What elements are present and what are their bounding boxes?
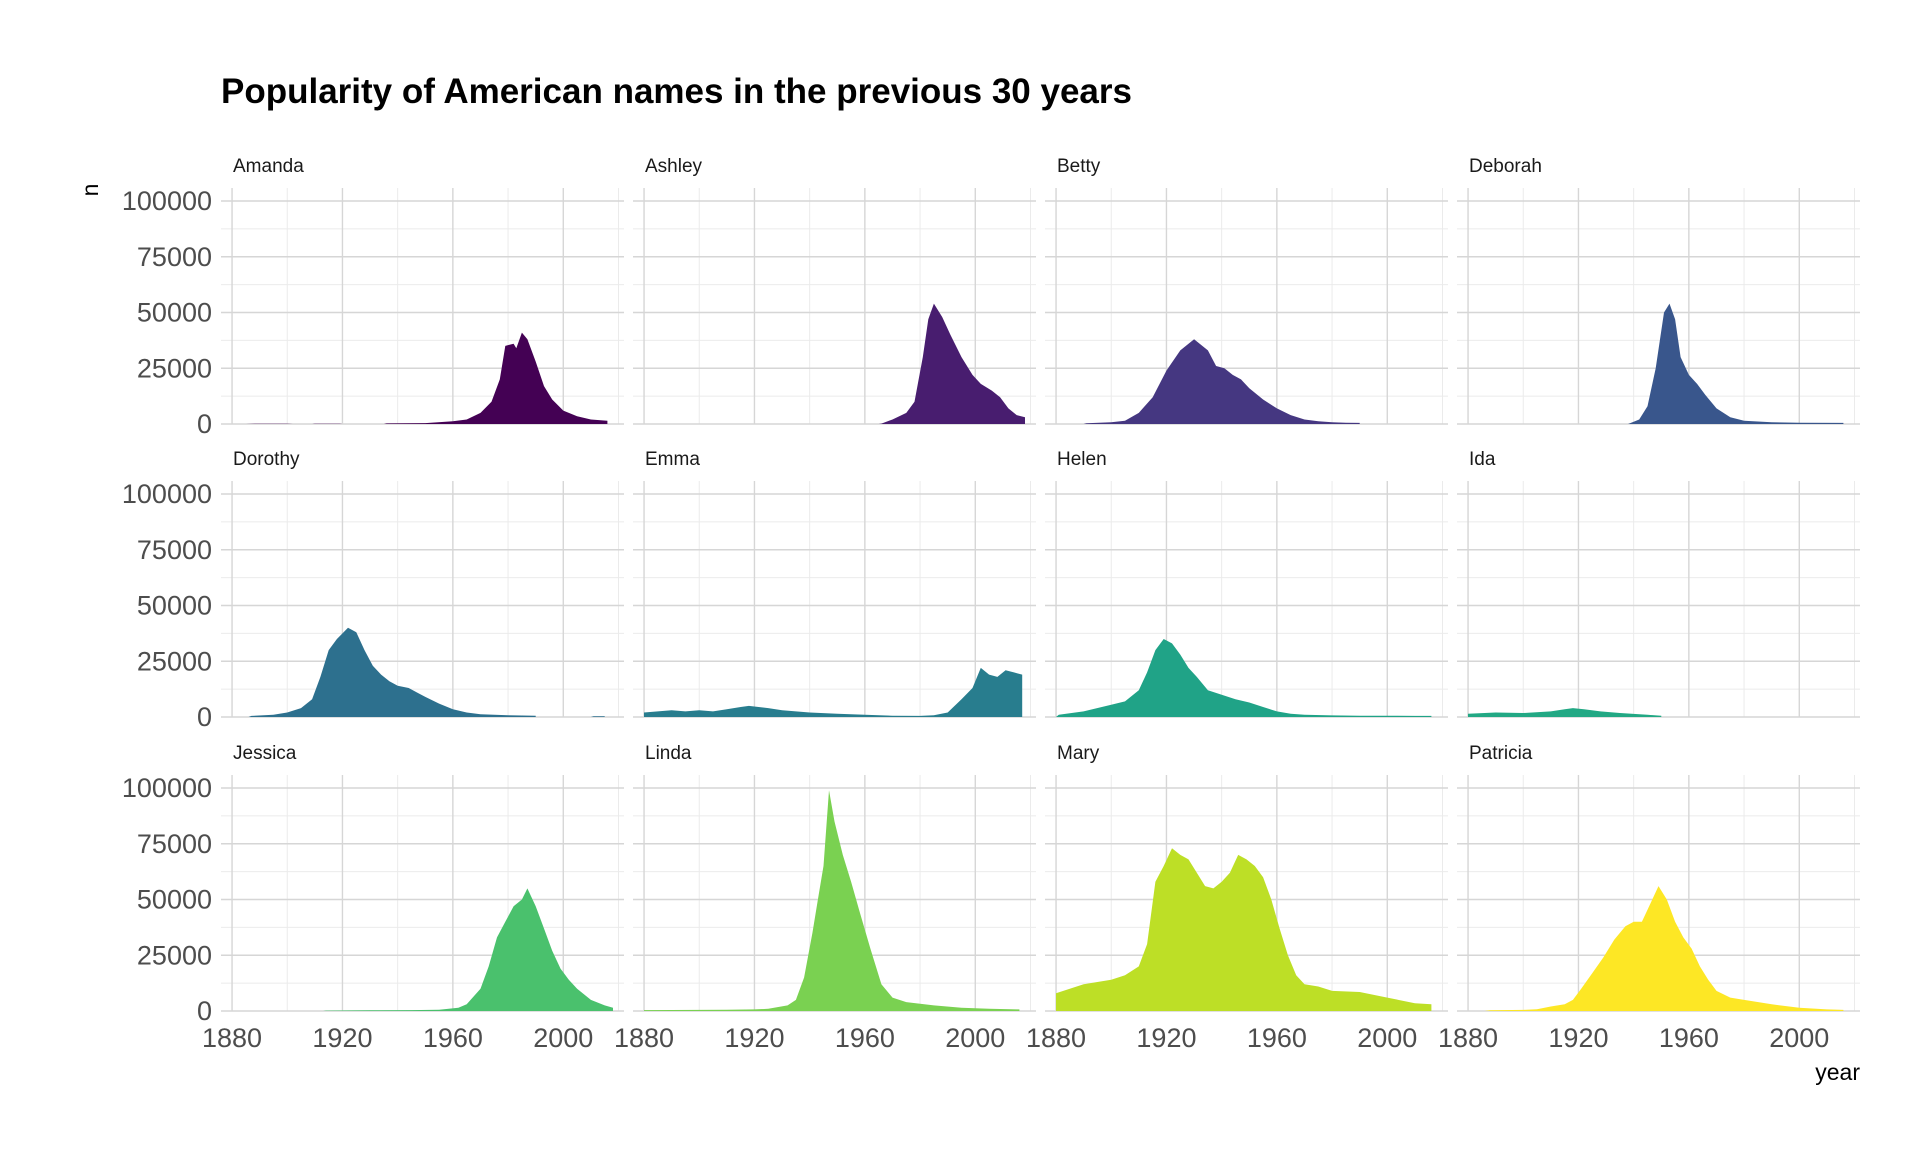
- facet-label-patricia: Patricia: [1469, 743, 1533, 764]
- x-tick-label: 2000: [1357, 1023, 1417, 1053]
- x-tick-label: 2000: [1769, 1023, 1829, 1053]
- y-tick-label: 100000: [122, 479, 212, 509]
- area-series-deborah: [1628, 303, 1844, 424]
- x-tick-label: 1880: [1026, 1023, 1086, 1053]
- y-tick-label: 0: [197, 996, 212, 1026]
- y-tick-label: 75000: [137, 829, 212, 859]
- y-tick-label: 25000: [137, 353, 212, 383]
- area-series-jessica: [323, 888, 613, 1011]
- x-tick-label: 1960: [835, 1023, 895, 1053]
- x-tick-label: 1880: [614, 1023, 674, 1053]
- facet-label-dorothy: Dorothy: [233, 449, 300, 470]
- area-series-patricia: [1484, 886, 1844, 1011]
- y-tick-label: 0: [197, 702, 212, 732]
- area-series-dorothy: [248, 627, 605, 717]
- x-tick-label: 1880: [1438, 1023, 1498, 1053]
- chart-title: Popularity of American names in the prev…: [221, 72, 1132, 111]
- area-series-betty: [1083, 339, 1360, 424]
- y-tick-label: 100000: [122, 186, 212, 216]
- y-tick-label: 75000: [137, 242, 212, 272]
- areas-layer: [245, 303, 1844, 1011]
- facet-label-jessica: Jessica: [233, 743, 297, 764]
- area-series-ida: [1468, 708, 1662, 717]
- x-tick-label: 1920: [724, 1023, 784, 1053]
- y-tick-label: 50000: [137, 885, 212, 915]
- x-tick-label: 1920: [312, 1023, 372, 1053]
- facet-label-emma: Emma: [645, 449, 700, 470]
- y-tick-label: 50000: [137, 591, 212, 621]
- x-tick-label: 1920: [1548, 1023, 1608, 1053]
- area-series-mary: [1056, 848, 1432, 1011]
- area-series-amanda: [245, 332, 608, 424]
- y-tick-label: 25000: [137, 940, 212, 970]
- facet-label-linda: Linda: [645, 743, 692, 764]
- facet-label-deborah: Deborah: [1469, 156, 1542, 177]
- x-axis-label: year: [1815, 1059, 1860, 1085]
- labels-layer: Amanda 0 25000 50000 75000 100000 Ashley Betty D…: [77, 156, 1860, 1085]
- x-tick-label: 2000: [533, 1023, 593, 1053]
- facet-label-helen: Helen: [1057, 449, 1107, 470]
- facet-label-betty: Betty: [1057, 156, 1101, 177]
- x-tick-label: 2000: [945, 1023, 1005, 1053]
- grid-layer: [221, 188, 1860, 1012]
- y-tick-label: 0: [197, 409, 212, 439]
- y-tick-label: 75000: [137, 535, 212, 565]
- area-series-ashley: [878, 303, 1025, 424]
- facet-label-mary: Mary: [1057, 743, 1100, 764]
- x-tick-label: 1880: [202, 1023, 262, 1053]
- facet-label-ida: Ida: [1469, 449, 1496, 470]
- x-tick-label: 1960: [1659, 1023, 1719, 1053]
- x-tick-label: 1960: [423, 1023, 483, 1053]
- y-tick-label: 50000: [137, 298, 212, 328]
- y-tick-label: 25000: [137, 646, 212, 676]
- area-series-helen: [1056, 639, 1432, 717]
- facet-label-ashley: Ashley: [645, 156, 703, 177]
- area-series-emma: [644, 667, 1023, 717]
- x-tick-label: 1920: [1136, 1023, 1196, 1053]
- y-tick-label: 100000: [122, 773, 212, 803]
- x-tick-label: 1960: [1247, 1023, 1307, 1053]
- y-axis-label: n: [77, 184, 103, 197]
- facet-label-amanda: Amanda: [233, 156, 304, 177]
- area-series-linda: [644, 790, 1020, 1011]
